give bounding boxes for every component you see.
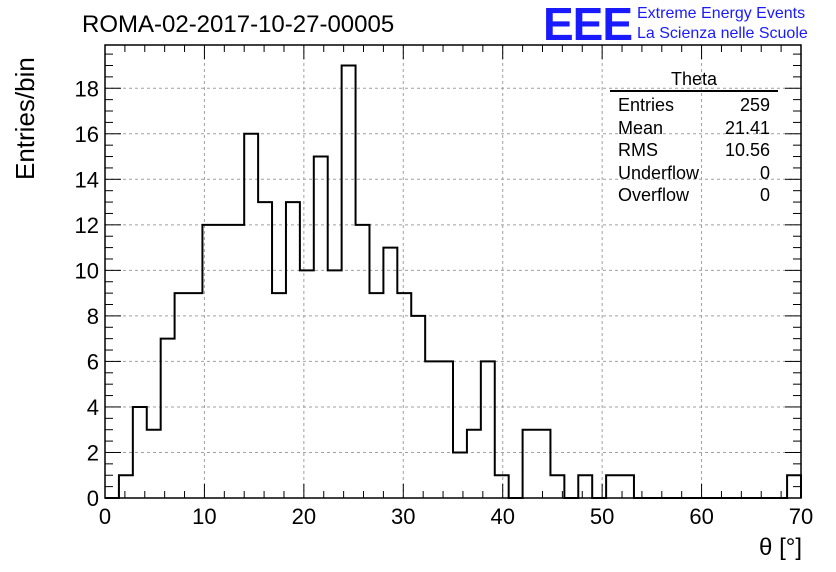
- stats-row-underflow: Underflow 0: [610, 162, 778, 185]
- y-tick-label: 16: [75, 122, 99, 147]
- x-tick-label: 40: [490, 504, 514, 529]
- y-tick-label: 12: [75, 213, 99, 238]
- x-tick-label: 50: [590, 504, 614, 529]
- x-tick-label: 70: [789, 504, 813, 529]
- stats-row-entries: Entries 259: [610, 94, 778, 117]
- stats-label: Overflow: [618, 185, 690, 206]
- x-tick-label: 60: [689, 504, 713, 529]
- stats-label: Mean: [618, 117, 664, 138]
- stats-title: Theta: [610, 68, 778, 92]
- stats-value: 0: [759, 185, 770, 206]
- x-tick-label: 20: [292, 504, 316, 529]
- y-tick-label: 10: [75, 258, 99, 283]
- stats-label: RMS: [618, 140, 658, 161]
- y-tick-label: 14: [75, 167, 99, 192]
- stats-row-overflow: Overflow 0: [610, 184, 778, 207]
- eee-logo: EEE: [543, 0, 633, 50]
- logo-subtitle-line1: Extreme Energy Events: [637, 5, 806, 22]
- x-tick-label: 30: [391, 504, 415, 529]
- x-axis-label: θ [°]: [759, 534, 802, 561]
- y-tick-label: 0: [87, 486, 99, 511]
- stats-value: 10.56: [724, 140, 770, 161]
- y-tick-label: 4: [87, 395, 99, 420]
- stats-box: Theta Entries 259 Mean 21.41 RMS 10.56 U…: [610, 68, 778, 207]
- stats-value: 21.41: [724, 117, 770, 138]
- y-tick-label: 2: [87, 440, 99, 465]
- x-tick-label: 10: [192, 504, 216, 529]
- stats-value: 259: [739, 95, 770, 115]
- stats-label: Entries: [618, 95, 675, 115]
- plot-frame: [104, 44, 802, 499]
- y-tick-label: 6: [87, 349, 99, 374]
- chart-title: ROMA-02-2017-10-27-00005: [82, 11, 395, 38]
- y-tick-label: 8: [87, 304, 99, 329]
- stats-label: Underflow: [618, 162, 700, 183]
- y-tick-label: 18: [75, 76, 99, 101]
- stats-row-mean: Mean 21.41: [610, 117, 778, 140]
- y-axis-label: Entries/bin: [10, 57, 40, 180]
- stats-row-rms: RMS 10.56: [610, 139, 778, 162]
- x-tick-label: 0: [99, 504, 111, 529]
- stats-value: 0: [759, 162, 770, 183]
- logo-subtitle-line2: La Scienza nelle Scuole: [637, 25, 808, 42]
